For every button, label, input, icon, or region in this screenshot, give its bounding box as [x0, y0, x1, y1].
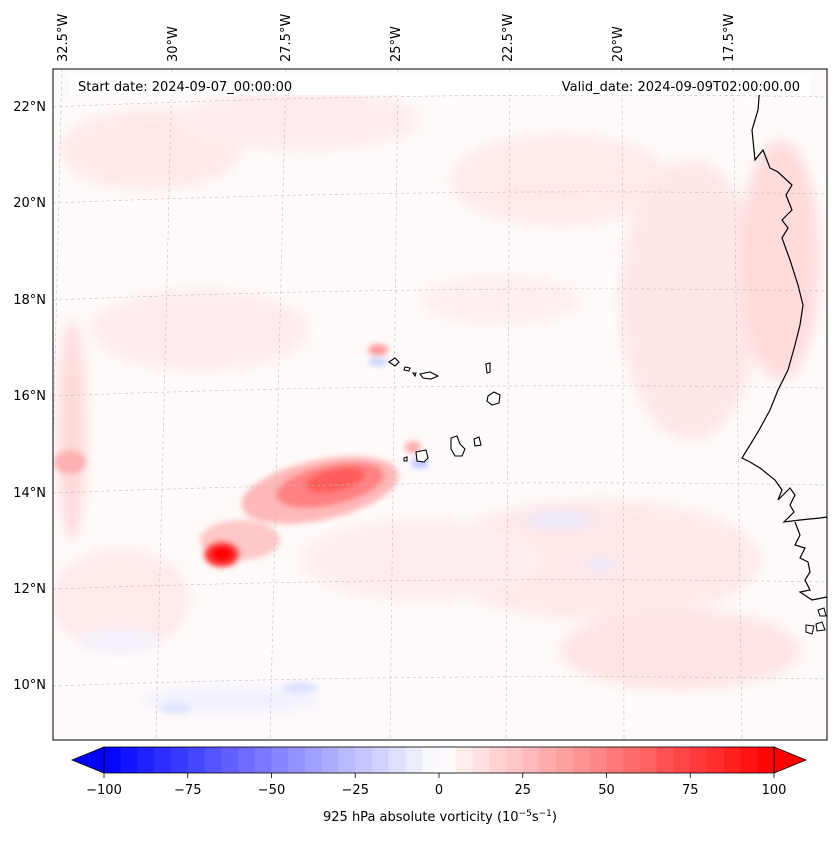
colorbar-cell: [606, 747, 624, 773]
colorbar-max-extension: [773, 746, 808, 774]
colorbar-cell: [388, 747, 406, 773]
lat-label: 14°N: [13, 486, 46, 501]
colorbar: −100 −75 −50 −25 0 25 50 75 100 925 hPa …: [70, 746, 808, 825]
lon-label: 22.5°W: [501, 14, 516, 62]
map-border: [52, 68, 828, 741]
colorbar-cell: [556, 747, 574, 773]
colorbar-tick-label: 100: [762, 783, 787, 798]
colorbar-cell: [254, 747, 272, 773]
colorbar-cells: [104, 747, 775, 773]
lon-label: 32.5°W: [56, 14, 71, 62]
lon-label: 20°W: [611, 26, 626, 62]
colorbar-label-exponent: −5: [519, 809, 532, 819]
colorbar-tick-label: 75: [682, 783, 699, 798]
colorbar-cell: [187, 747, 205, 773]
lon-label: 25°W: [389, 26, 404, 62]
colorbar-tick-label: 0: [435, 783, 443, 798]
colorbar-cell: [690, 747, 708, 773]
colorbar-cell: [154, 747, 172, 773]
latitude-labels: 22°N 20°N 18°N 16°N 14°N 12°N 10°N: [13, 100, 46, 693]
colorbar-cell: [355, 747, 373, 773]
colorbar-cell: [640, 747, 658, 773]
colorbar-label-suffix: ): [552, 810, 557, 825]
colorbar-cell: [623, 747, 641, 773]
colorbar-cell: [740, 747, 758, 773]
colorbar-tick-label: −50: [258, 783, 285, 798]
africa-coastline: [741, 84, 827, 523]
colorbar-cell: [372, 747, 390, 773]
colorbar-tick-label: −75: [174, 783, 201, 798]
strong-negative-vorticity: [159, 358, 429, 713]
colorbar-cell: [439, 747, 457, 773]
colorbar-cell: [171, 747, 189, 773]
colorbar-cell: [288, 747, 306, 773]
colorbar-ticks: [103, 773, 775, 778]
colorbar-cell: [656, 747, 674, 773]
colorbar-cell: [589, 747, 607, 773]
colorbar-cell: [137, 747, 155, 773]
colorbar-tick-label: −100: [86, 783, 122, 798]
colorbar-cell: [472, 747, 490, 773]
colorbar-cell: [238, 747, 256, 773]
colorbar-cell: [489, 747, 507, 773]
lon-label: 30°W: [166, 26, 181, 62]
colorbar-cell: [707, 747, 725, 773]
gridlines: [53, 69, 827, 740]
colorbar-cell: [455, 747, 473, 773]
date-header-bar: [70, 75, 810, 95]
colorbar-tick-label: 25: [514, 783, 531, 798]
start-date-label: Start date: 2024-09-07_00:00:00: [78, 80, 292, 95]
colorbar-cell: [573, 747, 591, 773]
africa-coastline-south: [794, 521, 827, 601]
colorbar-cell: [673, 747, 691, 773]
lat-label: 22°N: [13, 100, 46, 115]
colorbar-cell: [104, 747, 122, 773]
lat-label: 20°N: [13, 196, 46, 211]
colorbar-cell: [522, 747, 540, 773]
cape-verde-islands: [388, 357, 501, 463]
colorbar-cell: [120, 747, 138, 773]
colorbar-label-prefix: 925 hPa absolute vorticity (10: [323, 810, 519, 825]
strong-positive-vorticity: [54, 344, 421, 567]
colorbar-cell: [539, 747, 557, 773]
colorbar-label-unit: s: [532, 810, 539, 825]
valid-date-label: Valid_date: 2024-09-09T02:00:00.00: [562, 80, 800, 95]
colorbar-cell: [204, 747, 222, 773]
colorbar-tick-labels: −100 −75 −50 −25 0 25 50 75 100: [86, 783, 786, 798]
colorbar-cell: [271, 747, 289, 773]
vorticity-field: [53, 69, 827, 740]
lat-label: 16°N: [13, 389, 46, 404]
colorbar-min-extension: [70, 746, 105, 774]
map-panel: Start date: 2024-09-07_00:00:00 Valid_da…: [52, 68, 828, 741]
colorbar-cell: [405, 747, 423, 773]
colorbar-cell: [506, 747, 524, 773]
lon-label: 17.5°W: [722, 14, 737, 62]
lat-label: 10°N: [13, 678, 46, 693]
colorbar-cell: [221, 747, 239, 773]
lat-label: 18°N: [13, 293, 46, 308]
lon-label: 27.5°W: [279, 14, 294, 62]
colorbar-cell: [757, 747, 775, 773]
colorbar-cell: [723, 747, 741, 773]
longitude-labels: 32.5°W 30°W 27.5°W 25°W 22.5°W 20°W 17.5…: [56, 14, 737, 62]
colorbar-label-exponent: −1: [539, 809, 552, 819]
colorbar-cell: [305, 747, 323, 773]
colorbar-label: 925 hPa absolute vorticity (10−5s−1): [323, 809, 557, 825]
colorbar-cell: [422, 747, 440, 773]
colorbar-tick-label: −25: [342, 783, 369, 798]
bissagos-islands: [805, 607, 827, 635]
weak-positive-vorticity: [53, 90, 820, 690]
lat-label: 12°N: [13, 582, 46, 597]
colorbar-cell: [321, 747, 339, 773]
colorbar-cell: [338, 747, 356, 773]
colorbar-tick-label: 50: [598, 783, 615, 798]
